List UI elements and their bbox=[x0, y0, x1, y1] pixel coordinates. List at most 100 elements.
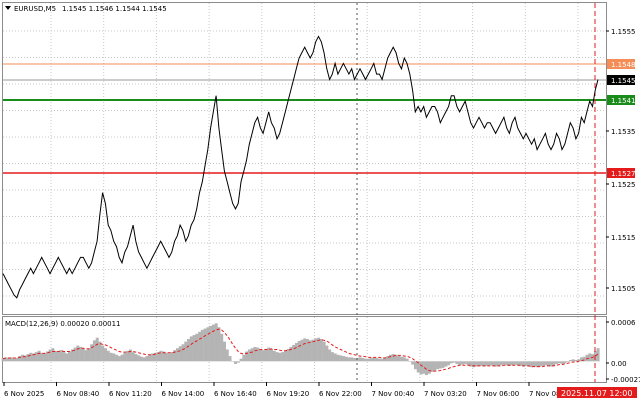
macd-histogram-bar bbox=[510, 361, 514, 366]
macd-histogram-bar bbox=[106, 350, 110, 362]
macd-histogram-bar bbox=[225, 349, 229, 362]
macd-histogram-bar bbox=[411, 361, 415, 365]
macd-histogram-bar bbox=[483, 361, 487, 367]
macd-histogram-bar bbox=[544, 361, 547, 366]
macd-histogram-bar bbox=[463, 361, 467, 364]
macd-histogram-bar bbox=[294, 342, 298, 362]
time-label: 6 Nov 14:00 bbox=[162, 390, 205, 398]
macd-histogram-bar bbox=[344, 356, 348, 362]
macd-histogram-bar bbox=[577, 359, 581, 362]
macd-histogram-bar bbox=[303, 338, 307, 362]
macd-histogram-bar bbox=[436, 361, 440, 370]
macd-histogram-bar bbox=[54, 350, 58, 362]
macd-histogram-bar bbox=[84, 350, 88, 362]
macd-histogram-bar bbox=[582, 356, 586, 362]
macd-histogram-bar bbox=[148, 354, 152, 362]
grid-lines bbox=[3, 3, 606, 382]
macd-histogram-bar bbox=[430, 361, 434, 372]
macd-histogram-bar bbox=[322, 341, 326, 362]
cursor-time-badge bbox=[557, 387, 637, 398]
macd-histogram-bar bbox=[469, 361, 473, 367]
macd-histogram-bar bbox=[112, 353, 116, 362]
macd-histogram-bar bbox=[521, 361, 525, 367]
macd-histogram-bar bbox=[250, 348, 254, 362]
macd-histogram-bar bbox=[73, 347, 77, 362]
cursor-time-label: 2025.11.07 12:00 bbox=[561, 389, 632, 398]
macd-histogram-bar bbox=[377, 358, 381, 362]
macd-histogram-bar bbox=[455, 361, 459, 364]
macd-histogram-bar bbox=[81, 348, 85, 362]
macd-tick-label: 0.0006 bbox=[611, 319, 636, 327]
macd-histogram-bar bbox=[342, 356, 345, 362]
macd-histogram-bar bbox=[588, 353, 592, 362]
macd-histogram-bar bbox=[239, 358, 243, 362]
macd-histogram-bar bbox=[198, 331, 202, 362]
macd-histogram-bar bbox=[123, 352, 127, 362]
current-price-badge bbox=[607, 75, 635, 85]
macd-histogram-bar bbox=[1, 358, 5, 362]
price-tick-label: 1.1505 bbox=[611, 285, 636, 293]
macd-tick-label: 0.00 bbox=[611, 360, 627, 368]
macd-histogram-bar bbox=[4, 357, 8, 362]
price-tick-label: 1.1525 bbox=[611, 181, 636, 189]
macd-histogram-bar bbox=[571, 359, 575, 362]
price-line bbox=[2, 35, 599, 299]
macd-histogram-bar bbox=[339, 355, 343, 362]
macd-histogram-bar bbox=[422, 361, 426, 374]
macd-histogram-bar bbox=[76, 345, 80, 362]
macd-histogram-bar bbox=[18, 356, 22, 362]
time-label: 7 Nov 08 bbox=[529, 390, 560, 398]
macd-histogram-bar bbox=[566, 361, 570, 362]
macd-histogram-bar bbox=[59, 350, 63, 362]
macd-histogram-bar bbox=[538, 361, 542, 367]
macd-histogram-bar bbox=[40, 352, 44, 362]
macd-histogram-bar bbox=[32, 353, 36, 362]
macd-histogram-bar bbox=[195, 333, 199, 362]
triangle-down-icon[interactable] bbox=[5, 6, 11, 10]
macd-histogram-bar bbox=[253, 346, 257, 362]
macd-histogram-bar bbox=[128, 349, 132, 362]
macd-histogram-bar bbox=[145, 356, 149, 362]
macd-histogram-bar bbox=[12, 358, 16, 362]
macd-histogram-bar bbox=[361, 358, 365, 362]
macd-histogram-bar bbox=[580, 357, 583, 362]
macd-histogram-bar bbox=[408, 361, 412, 362]
macd-histogram-bar bbox=[234, 361, 238, 364]
macd-histogram-bar bbox=[541, 361, 545, 366]
macd-histogram-bar bbox=[242, 354, 246, 362]
macd-histogram-bar bbox=[214, 323, 218, 362]
macd-histogram-bar bbox=[527, 361, 531, 367]
macd-histogram-bar bbox=[425, 361, 428, 376]
macd-histogram-bar bbox=[9, 357, 13, 362]
macd-histogram-bar bbox=[300, 339, 304, 362]
macd-histogram-bar bbox=[164, 352, 168, 362]
macd-histogram-bar bbox=[29, 352, 33, 362]
macd-histogram-bar bbox=[574, 360, 578, 362]
macd-histogram-bar bbox=[109, 352, 113, 362]
macd-histogram-bar bbox=[311, 339, 315, 362]
macd-histogram-bar bbox=[427, 361, 431, 374]
macd-histogram-bar bbox=[173, 350, 177, 362]
macd-histogram-bar bbox=[364, 358, 368, 362]
time-axis: 6 Nov 2025 6 Nov 08:40 6 Nov 11:20 6 Nov 14… bbox=[3, 382, 560, 398]
time-label: 6 Nov 19:20 bbox=[267, 390, 310, 398]
support-price-badge bbox=[607, 95, 635, 105]
time-label: 6 Nov 22:00 bbox=[319, 390, 362, 398]
macd-histogram-bar bbox=[211, 324, 215, 362]
macd-histogram-bar bbox=[308, 340, 312, 362]
macd-histogram-bar bbox=[200, 329, 204, 362]
macd-histogram-bar bbox=[532, 361, 536, 367]
macd-histogram-bar bbox=[380, 358, 384, 362]
macd-histogram-bar bbox=[275, 352, 279, 362]
macd-histogram-bar bbox=[375, 358, 379, 362]
time-label: 7 Nov 06:00 bbox=[477, 390, 520, 398]
macd-histogram-bar bbox=[319, 339, 323, 362]
macd-histogram-bar bbox=[7, 358, 11, 362]
time-label: 7 Nov 03:20 bbox=[424, 390, 467, 398]
macd-histogram-bar bbox=[34, 352, 38, 362]
macd-histogram-bar bbox=[151, 353, 155, 362]
macd-histogram-bar bbox=[366, 358, 370, 362]
time-label: 6 Nov 16:40 bbox=[214, 390, 257, 398]
macd-histogram-bar bbox=[261, 350, 265, 362]
